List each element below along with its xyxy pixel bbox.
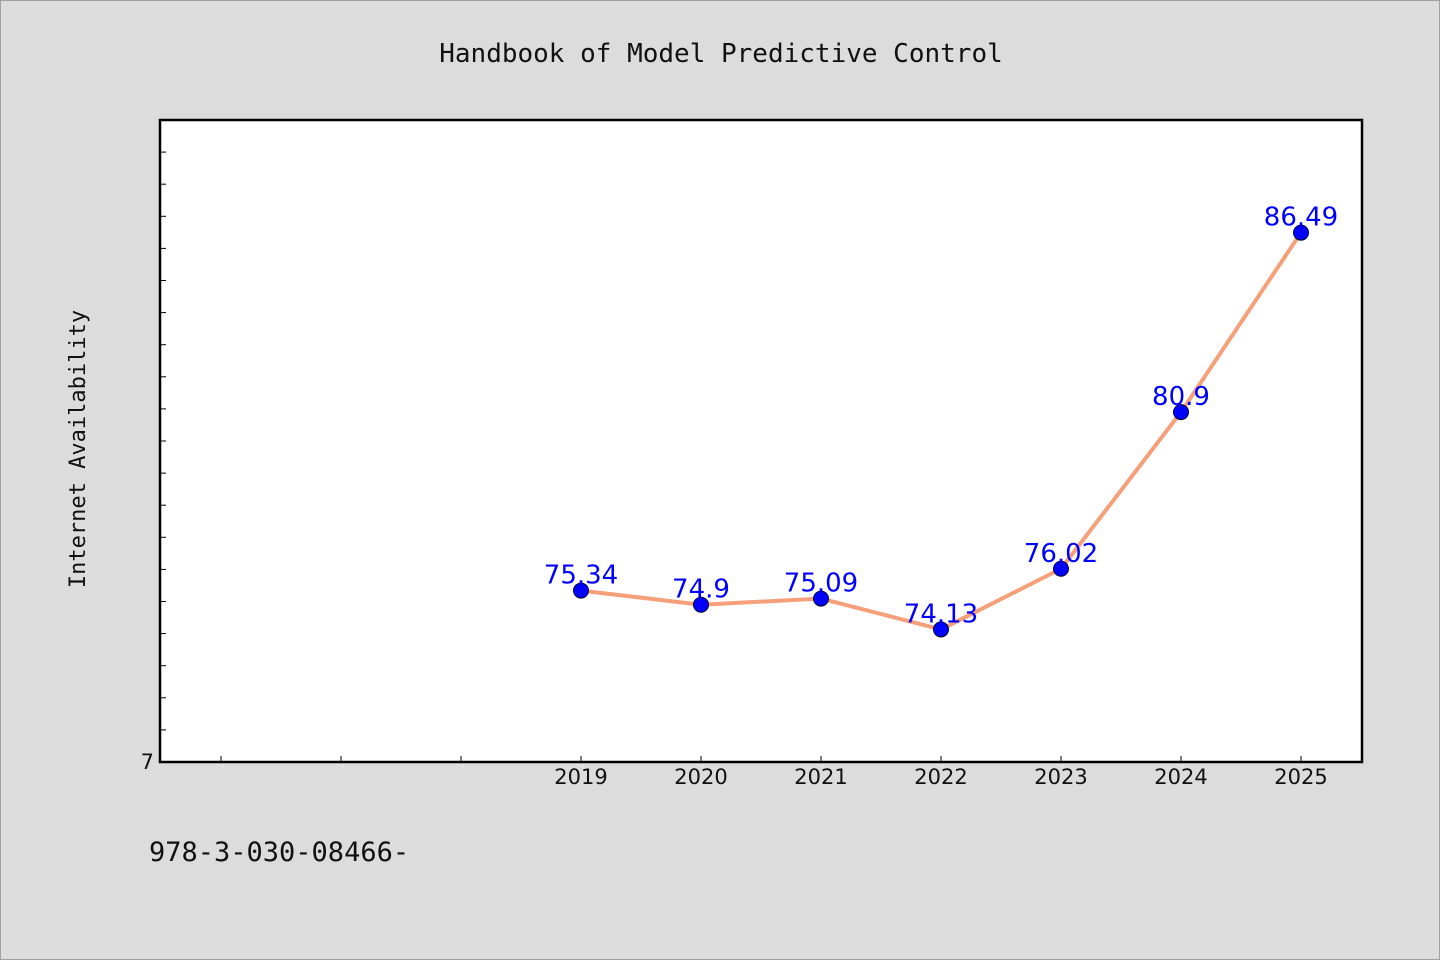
isbn-footer-text: 978-3-030-08466- [149, 837, 410, 868]
data-point-marker [573, 582, 589, 599]
x-tick-label: 2021 [794, 765, 847, 789]
plot-area [158, 118, 1364, 764]
data-point-label: 74.13 [904, 599, 978, 629]
data-point-marker [1053, 560, 1069, 577]
x-tick-label: 2024 [1154, 765, 1207, 789]
x-tick-label: 2025 [1274, 765, 1327, 789]
x-tick-label: 2019 [554, 765, 607, 789]
data-point-label: 76.02 [1024, 539, 1098, 569]
data-point-marker [813, 590, 829, 607]
x-tick-label: 2022 [914, 765, 967, 789]
x-axis-ticks: 2019 2020 2021 2022 2023 2024 2025 [220, 756, 1328, 789]
data-point-label: 75.09 [784, 569, 858, 599]
data-point-label: 86.49 [1264, 203, 1338, 233]
data-point-marker [1173, 404, 1189, 421]
data-point-label: 74.9 [672, 575, 730, 605]
data-point-marker [1293, 224, 1309, 241]
data-point-marker [933, 621, 949, 638]
data-point-label: 80.9 [1152, 382, 1210, 412]
y-axis-label: Internet Availability [66, 310, 91, 588]
x-tick-label: 2023 [1034, 765, 1087, 789]
chart-title: Handbook of Model Predictive Control [439, 39, 1003, 69]
y-tick-label: 7 [141, 750, 154, 774]
data-point-label: 75.34 [544, 561, 618, 591]
series-layer: 75.34 74.9 75.09 74.13 76.02 80.9 86.49 [544, 203, 1338, 638]
data-point-marker [693, 596, 709, 613]
y-axis-ticks: 7 [141, 151, 166, 774]
x-tick-label: 2020 [674, 765, 727, 789]
